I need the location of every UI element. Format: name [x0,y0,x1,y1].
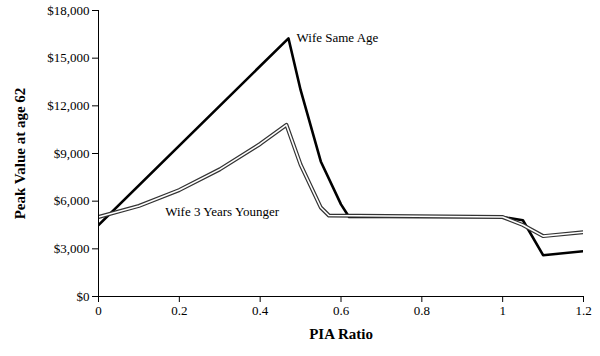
svg-text:$15,000: $15,000 [47,50,89,65]
svg-text:Peak Value at age 62: Peak Value at age 62 [12,88,28,220]
svg-text:1.2: 1.2 [575,303,591,318]
svg-text:$18,000: $18,000 [47,3,89,18]
svg-text:0: 0 [95,303,102,318]
svg-text:$6,000: $6,000 [54,193,90,208]
svg-text:0.4: 0.4 [252,303,269,318]
svg-text:$9,000: $9,000 [54,146,90,161]
svg-text:1: 1 [499,303,506,318]
svg-text:PIA Ratio: PIA Ratio [309,326,373,342]
svg-text:0.6: 0.6 [333,303,350,318]
svg-text:Wife 3 Years Younger: Wife 3 Years Younger [165,204,280,219]
svg-text:0.2: 0.2 [171,303,187,318]
svg-text:$12,000: $12,000 [47,98,89,113]
svg-text:$3,000: $3,000 [54,241,90,256]
svg-text:0.8: 0.8 [414,303,430,318]
svg-text:Wife Same Age: Wife Same Age [297,30,379,45]
svg-text:$0: $0 [77,289,90,304]
